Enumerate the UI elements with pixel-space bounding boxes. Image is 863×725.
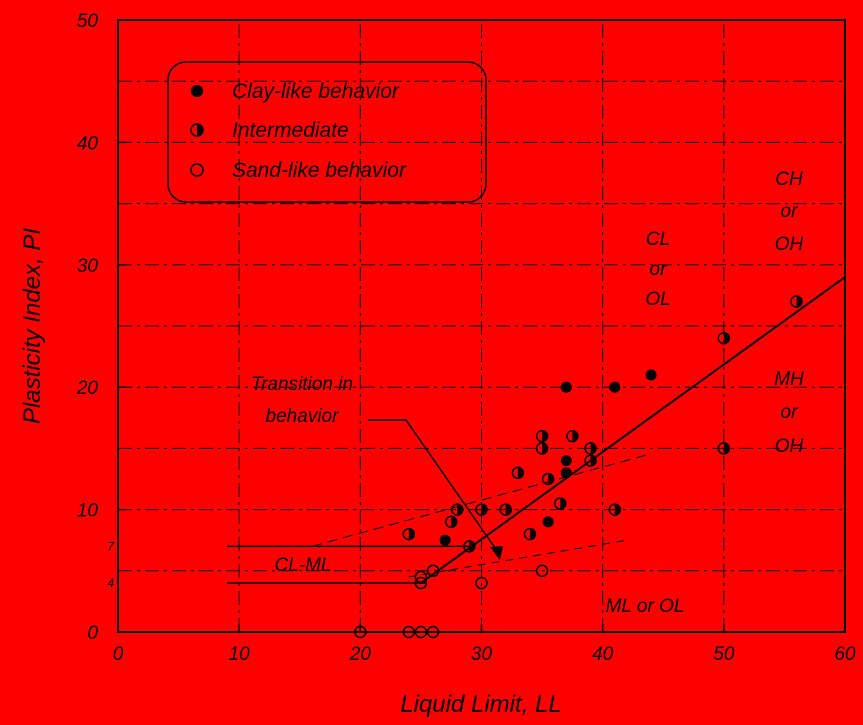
x-axis-title: Liquid Limit, LL [400,691,561,718]
point-sand-like [414,625,428,639]
svg-text:or: or [781,201,799,222]
svg-text:MH: MH [774,369,804,390]
svg-text:OL: OL [645,289,670,310]
y-tick-label: 20 [76,378,99,399]
point-clay-like [609,381,621,393]
point-intermediate-fill [517,467,524,479]
point-sand-like [414,576,428,590]
x-tick-label: 0 [113,644,124,665]
zone-label-ch-or-oh: CH or OH [775,169,804,255]
annotation-arrow [368,419,501,556]
zone-label-cl-or-ol: CL or OL [645,229,670,310]
point-intermediate-fill [542,442,548,454]
point-intermediate-fill [457,504,463,516]
legend-label-intermediate: Intermediate [232,119,349,142]
point-sand-like [475,576,488,590]
u-line [311,453,652,547]
zone-label-ml-or-ol: ML or OL [606,596,685,617]
axis-ticks: 0 10 20 30 40 50 60 0 10 20 30 40 50 4 7 [76,11,856,665]
legend-marker-sand [190,163,204,177]
point-sand-like [426,625,440,639]
point-clay-like [560,467,572,479]
svg-text:Transition in: Transition in [251,374,353,395]
x-tick-label: 10 [229,644,251,665]
point-clay-like [645,369,657,381]
a-line [420,276,846,584]
y-tick-label: 50 [77,11,99,32]
legend-marker-clay [191,85,203,97]
grid [118,20,845,632]
legend-marker-intermediate-fill [197,124,203,136]
y-minor-tick-label: 4 [107,576,114,590]
svg-text:or: or [650,259,668,280]
point-intermediate-fill [469,540,475,552]
legend-box [167,61,487,203]
svg-text:behavior: behavior [266,406,340,427]
x-tick-label: 50 [713,644,735,665]
point-intermediate-fill [796,296,803,308]
point-clay-like [542,516,554,528]
y-tick-label: 0 [87,623,98,644]
data-points [354,295,803,639]
point-intermediate-fill [614,504,621,516]
point-sand-like [535,564,549,578]
legend-label-sand: Sand-like behavior [232,159,407,182]
point-intermediate-fill [572,430,578,442]
point-intermediate-fill [529,528,536,540]
point-sand-like [354,625,367,639]
svg-text:OH: OH [775,234,804,255]
svg-text:CH: CH [775,169,803,190]
svg-text:CL: CL [646,229,670,250]
legend-label-clay: Clay-like behavior [232,80,400,103]
point-clay-like [439,534,451,546]
zone-lines [227,276,846,584]
zone-label-cl-ml: CL-ML [274,555,331,576]
point-intermediate-fill [723,332,730,344]
point-intermediate-fill [408,528,415,540]
x-tick-label: 40 [592,644,614,665]
point-intermediate-fill [590,455,597,467]
point-clay-like [560,381,572,393]
x-tick-label: 20 [349,644,372,665]
point-intermediate-fill [542,430,548,442]
x-tick-label: 60 [834,644,856,665]
point-sand-like [426,564,440,578]
annotation-transition: Transition in behavior [251,374,503,560]
legend: Clay-like behavior Intermediate Sand-lik… [167,61,487,203]
ml-dashed-line [408,539,627,578]
point-clay-like [560,455,572,467]
point-sand-like [402,625,416,639]
svg-text:or: or [781,402,799,423]
point-intermediate-fill [481,504,487,516]
zone-label-mh-or-oh: MH or OH [774,369,804,457]
point-intermediate-fill [451,516,457,528]
y-tick-label: 30 [77,256,99,277]
y-minor-tick-label: 7 [107,539,115,553]
y-tick-label: 40 [77,133,99,154]
point-intermediate-fill [723,442,730,454]
point-intermediate-fill [590,442,597,454]
y-axis-title: Plasticity Index, PI [19,228,46,424]
y-tick-label: 10 [77,501,99,522]
point-intermediate-fill [548,473,554,485]
x-tick-label: 30 [471,644,493,665]
point-intermediate-fill [560,497,566,509]
annotation-arrowhead [490,546,503,560]
point-sand-like [414,570,428,584]
point-intermediate-fill [505,504,512,516]
svg-text:OH: OH [775,436,804,457]
